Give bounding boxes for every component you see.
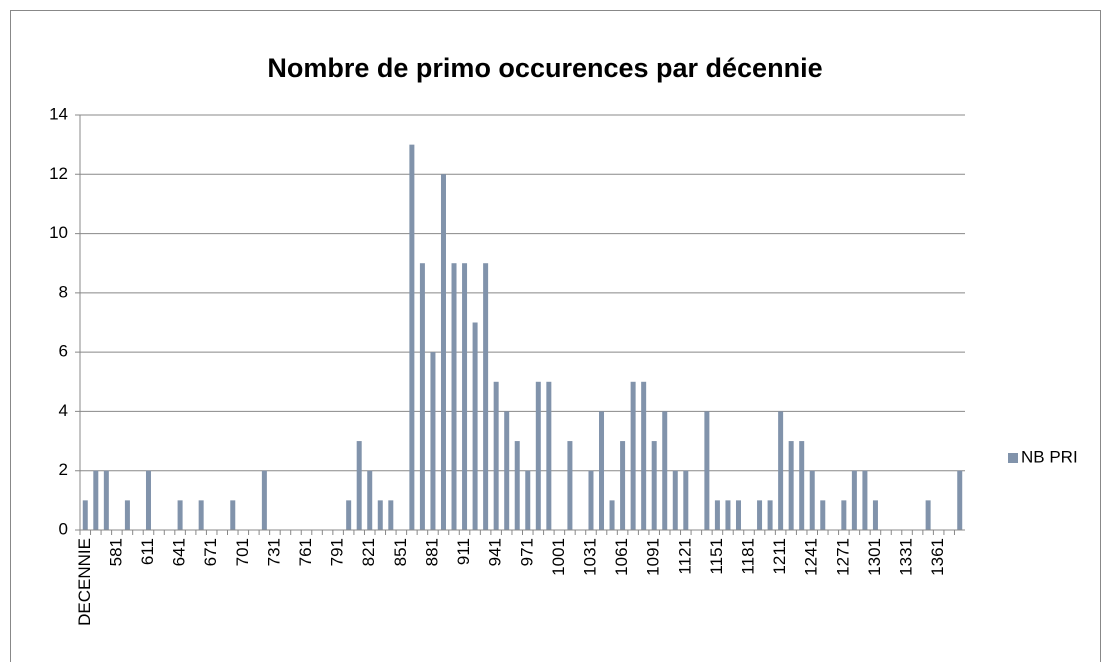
bar xyxy=(862,470,868,530)
y-tick-label: 2 xyxy=(59,460,68,479)
bar xyxy=(93,470,99,530)
x-tick-label: 1301 xyxy=(865,538,884,576)
x-tick-label: 1121 xyxy=(675,538,694,575)
x-tick-label: 941 xyxy=(486,538,505,566)
x-tick-label: 1061 xyxy=(612,538,631,576)
bar xyxy=(145,470,151,530)
bar xyxy=(103,470,109,530)
legend-swatch xyxy=(1008,453,1018,463)
x-tick-label: 611 xyxy=(138,538,157,565)
bar xyxy=(672,470,678,530)
bar xyxy=(346,500,352,530)
bar xyxy=(514,441,520,530)
bar xyxy=(799,441,805,530)
x-tick-label: 911 xyxy=(454,538,473,565)
y-tick-label: 0 xyxy=(59,519,68,538)
bar xyxy=(124,500,130,530)
bar xyxy=(483,263,489,530)
bar xyxy=(177,500,183,530)
x-tick-label: 1091 xyxy=(644,538,663,576)
bar xyxy=(767,500,773,530)
x-tick-label: 821 xyxy=(359,538,378,566)
bar xyxy=(588,470,594,530)
x-tick-label: 1181 xyxy=(739,538,758,575)
y-tick-label: 12 xyxy=(49,164,68,183)
bar xyxy=(630,381,636,530)
bar xyxy=(820,500,826,530)
y-tick-label: 4 xyxy=(59,401,68,420)
x-tick-label: 1241 xyxy=(802,538,821,576)
x-tick-label: 701 xyxy=(233,538,252,566)
bar xyxy=(419,263,425,530)
bar xyxy=(683,470,689,530)
bar xyxy=(388,500,394,530)
y-tick-label: 6 xyxy=(59,342,68,361)
bar xyxy=(82,500,88,530)
bar xyxy=(535,381,541,530)
x-tick-label: 1001 xyxy=(549,538,568,576)
bar xyxy=(872,500,878,530)
bar xyxy=(925,500,931,530)
bar xyxy=(451,263,457,530)
x-tick-label: 1271 xyxy=(833,538,852,576)
x-tick-label: 761 xyxy=(296,538,315,566)
x-tick-label: 1361 xyxy=(928,538,947,576)
x-tick-label: 1211 xyxy=(770,538,789,575)
bar xyxy=(261,470,267,530)
bar xyxy=(462,263,468,530)
bar xyxy=(599,411,605,530)
bar xyxy=(377,500,383,530)
bar xyxy=(851,470,857,530)
x-tick-label: 671 xyxy=(201,538,220,566)
y-tick-label: 14 xyxy=(49,104,68,123)
bar xyxy=(430,352,436,530)
x-tick-label: 1331 xyxy=(897,538,916,576)
bar xyxy=(757,500,763,530)
bar xyxy=(367,470,373,530)
legend-label: NB PRI xyxy=(1021,447,1078,466)
bar xyxy=(735,500,741,530)
y-tick-label: 8 xyxy=(59,282,68,301)
bar xyxy=(493,381,499,530)
bar xyxy=(778,411,784,530)
bar xyxy=(567,441,573,530)
x-tick-label: 791 xyxy=(328,538,347,566)
x-tick-label: 1151 xyxy=(707,538,726,575)
bar xyxy=(609,500,615,530)
y-tick-label: 10 xyxy=(49,223,68,242)
bar xyxy=(809,470,815,530)
bar xyxy=(198,500,204,530)
chart-border xyxy=(10,10,1101,662)
bar xyxy=(546,381,552,530)
bar xyxy=(440,174,446,531)
chart-title: Nombre de primo occurences par décennie xyxy=(267,53,822,83)
bar xyxy=(504,411,510,530)
x-tick-label: 971 xyxy=(517,538,536,566)
bar xyxy=(704,411,710,530)
bar xyxy=(662,411,668,530)
bar xyxy=(651,441,657,530)
bar xyxy=(714,500,720,530)
bar xyxy=(356,441,362,530)
bar xyxy=(472,322,478,530)
bar xyxy=(841,500,847,530)
bar xyxy=(788,441,794,530)
x-tick-label: 641 xyxy=(170,538,189,566)
x-tick-label: 581 xyxy=(106,538,125,566)
x-tick-label: DECENNIE xyxy=(75,538,94,626)
x-tick-label: 1031 xyxy=(580,538,599,576)
bar xyxy=(620,441,626,530)
bar xyxy=(957,470,963,530)
bar xyxy=(725,500,731,530)
bar xyxy=(230,500,236,530)
bar xyxy=(641,381,647,530)
x-tick-label: 851 xyxy=(391,538,410,566)
bar xyxy=(409,144,415,530)
bar xyxy=(525,470,531,530)
x-tick-label: 731 xyxy=(264,538,283,566)
x-tick-label: 881 xyxy=(422,538,441,566)
